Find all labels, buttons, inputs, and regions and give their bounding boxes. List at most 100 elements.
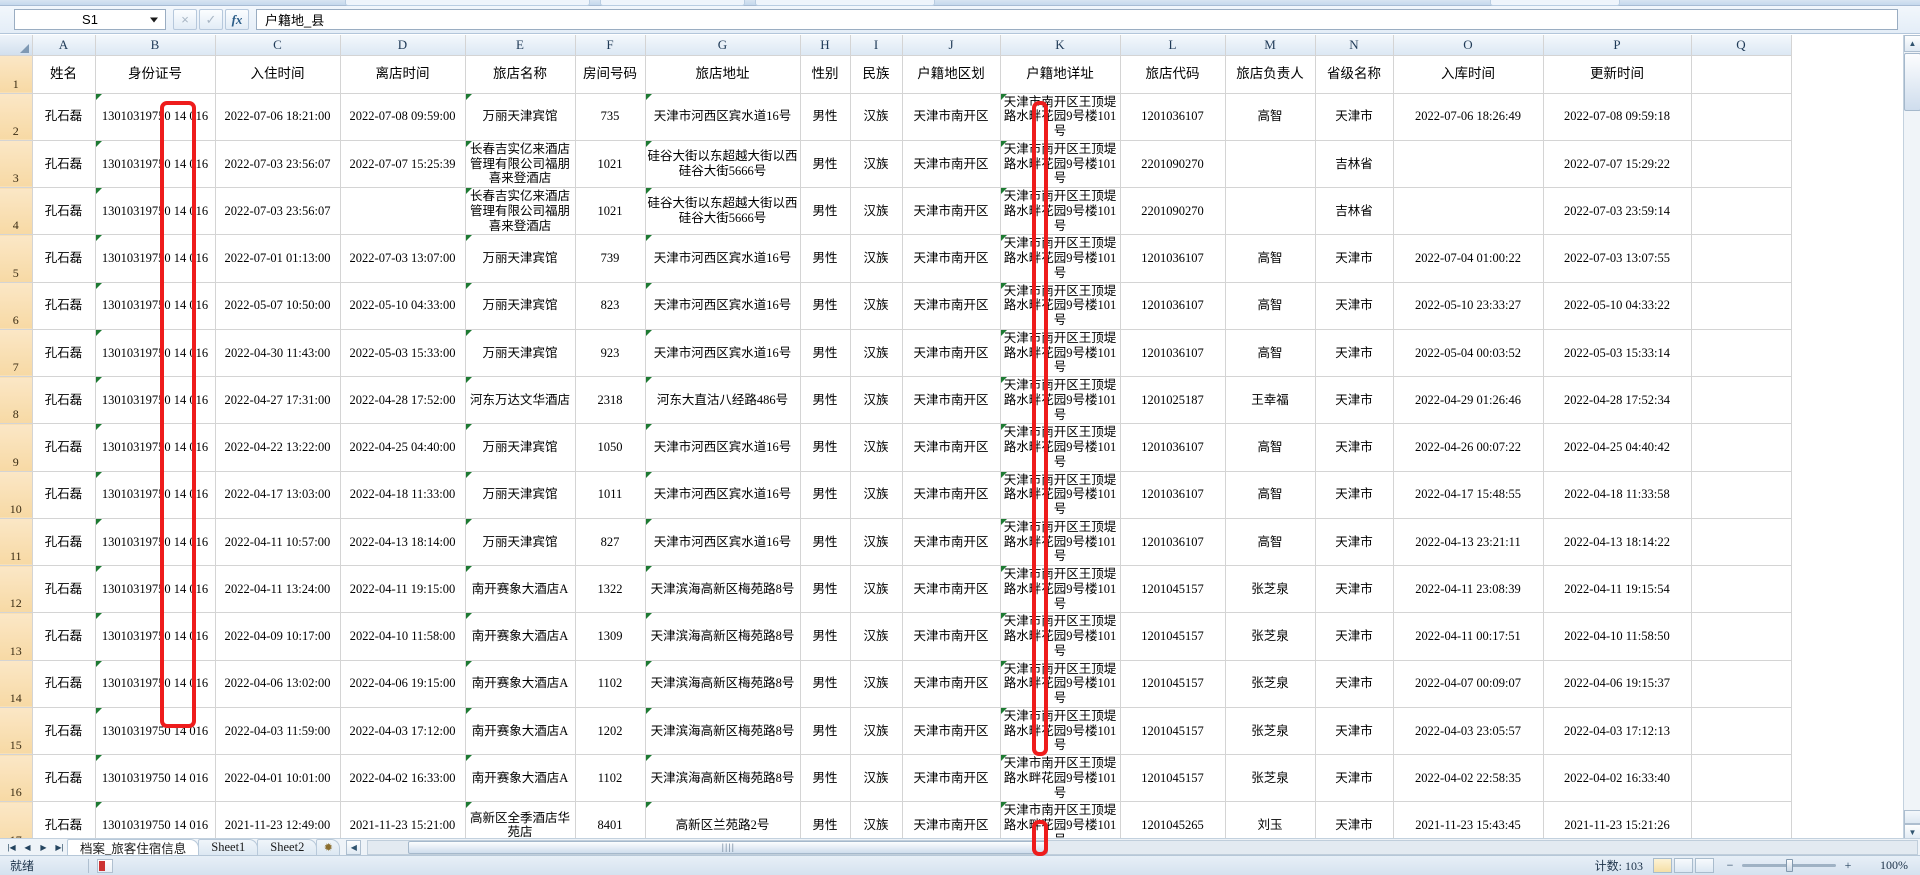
cell-K5[interactable]: 天津市南开区王顶堤路水畔花园9号楼101号 xyxy=(1000,234,1121,283)
split-handle[interactable] xyxy=(1904,810,1920,824)
next-sheet-button[interactable]: ▶ xyxy=(40,842,47,852)
header-cell-G[interactable]: 旅店地址 xyxy=(645,55,801,94)
table-row[interactable]: 7 孔石磊 13010319750 14 016 2022-04-30 11:43:0… xyxy=(0,329,1792,378)
cell-M15[interactable]: 张芝泉 xyxy=(1225,707,1316,756)
cell-I16[interactable]: 汉族 xyxy=(850,754,903,803)
cell-A4[interactable]: 孔石磊 xyxy=(32,187,96,236)
cell-Q11[interactable] xyxy=(1691,518,1792,567)
cell-J2[interactable]: 天津市南开区 xyxy=(902,93,1001,141)
cell-I8[interactable]: 汉族 xyxy=(850,376,903,425)
row-header-14[interactable]: 14 xyxy=(0,660,33,708)
cell-J16[interactable]: 天津市南开区 xyxy=(902,754,1001,803)
cell-K14[interactable]: 天津市南开区王顶堤路水畔花园9号楼101号 xyxy=(1000,660,1121,708)
cell-B2[interactable]: 13010319750 14 016 xyxy=(95,93,216,141)
cell-I4[interactable]: 汉族 xyxy=(850,187,903,236)
cell-N13[interactable]: 天津市 xyxy=(1315,612,1394,661)
cell-J12[interactable]: 天津市南开区 xyxy=(902,565,1001,614)
cell-D14[interactable]: 2022-04-06 19:15:00 xyxy=(340,660,466,708)
cell-L9[interactable]: 1201036107 xyxy=(1120,423,1226,472)
cell-C2[interactable]: 2022-07-06 18:21:00 xyxy=(215,93,341,141)
cell-J10[interactable]: 天津市南开区 xyxy=(902,471,1001,519)
name-box[interactable]: S1 xyxy=(14,9,166,30)
cell-K2[interactable]: 天津市南开区王顶堤路水畔花园9号楼101号 xyxy=(1000,93,1121,141)
cell-O6[interactable]: 2022-05-10 23:33:27 xyxy=(1393,282,1544,330)
cell-K8[interactable]: 天津市南开区王顶堤路水畔花园9号楼101号 xyxy=(1000,376,1121,425)
column-header-N[interactable]: N xyxy=(1315,35,1394,56)
cell-J8[interactable]: 天津市南开区 xyxy=(902,376,1001,425)
cell-I3[interactable]: 汉族 xyxy=(850,140,903,189)
cell-I11[interactable]: 汉族 xyxy=(850,518,903,567)
cell-A10[interactable]: 孔石磊 xyxy=(32,471,96,519)
cell-P5[interactable]: 2022-07-03 13:07:55 xyxy=(1543,234,1692,283)
cell-D6[interactable]: 2022-05-10 04:33:00 xyxy=(340,282,466,330)
cell-P14[interactable]: 2022-04-06 19:15:37 xyxy=(1543,660,1692,708)
cell-H9[interactable]: 男性 xyxy=(800,423,851,472)
cell-E7[interactable]: 万丽天津宾馆 xyxy=(465,329,576,378)
cell-G14[interactable]: 天津滨海高新区梅苑路8号 xyxy=(645,660,801,708)
row-header-13[interactable]: 13 xyxy=(0,612,33,661)
cell-A3[interactable]: 孔石磊 xyxy=(32,140,96,189)
cell-L15[interactable]: 1201045157 xyxy=(1120,707,1226,756)
column-header-M[interactable]: M xyxy=(1225,35,1316,56)
cell-J7[interactable]: 天津市南开区 xyxy=(902,329,1001,378)
cell-N16[interactable]: 天津市 xyxy=(1315,754,1394,803)
cell-C17[interactable]: 2021-11-23 12:49:00 xyxy=(215,801,341,841)
cell-Q2[interactable] xyxy=(1691,93,1792,141)
column-header-P[interactable]: P xyxy=(1543,35,1692,56)
cell-M12[interactable]: 张芝泉 xyxy=(1225,565,1316,614)
cell-K9[interactable]: 天津市南开区王顶堤路水畔花园9号楼101号 xyxy=(1000,423,1121,472)
column-header-B[interactable]: B xyxy=(95,35,216,56)
vertical-scroll-thumb[interactable] xyxy=(1904,53,1920,111)
cell-A15[interactable]: 孔石磊 xyxy=(32,707,96,756)
cell-H13[interactable]: 男性 xyxy=(800,612,851,661)
cell-C16[interactable]: 2022-04-01 10:01:00 xyxy=(215,754,341,803)
cell-E14[interactable]: 南开赛象大酒店A xyxy=(465,660,576,708)
cell-M10[interactable]: 高智 xyxy=(1225,471,1316,519)
cell-E8[interactable]: 河东万达文华酒店 xyxy=(465,376,576,425)
cell-Q7[interactable] xyxy=(1691,329,1792,378)
cell-G3[interactable]: 硅谷大街以东超越大街以西硅谷大街5666号 xyxy=(645,140,801,189)
cell-B17[interactable]: 13010319750 14 016 xyxy=(95,801,216,841)
column-header-F[interactable]: F xyxy=(575,35,646,56)
cell-A6[interactable]: 孔石磊 xyxy=(32,282,96,330)
vertical-scrollbar[interactable]: ▲ ▼ xyxy=(1903,35,1920,841)
cell-O7[interactable]: 2022-05-04 00:03:52 xyxy=(1393,329,1544,378)
cell-Q3[interactable] xyxy=(1691,140,1792,189)
cell-N8[interactable]: 天津市 xyxy=(1315,376,1394,425)
cell-K7[interactable]: 天津市南开区王顶堤路水畔花园9号楼101号 xyxy=(1000,329,1121,378)
row-header-8[interactable]: 8 xyxy=(0,376,33,425)
cell-B9[interactable]: 13010319750 14 016 xyxy=(95,423,216,472)
cell-A8[interactable]: 孔石磊 xyxy=(32,376,96,425)
cell-B11[interactable]: 13010319750 14 016 xyxy=(95,518,216,567)
cell-M17[interactable]: 刘玉 xyxy=(1225,801,1316,841)
cell-A12[interactable]: 孔石磊 xyxy=(32,565,96,614)
table-row[interactable]: 12 孔石磊 13010319750 14 016 2022-04-11 13:24:… xyxy=(0,565,1792,614)
cell-J15[interactable]: 天津市南开区 xyxy=(902,707,1001,756)
confirm-formula-button[interactable]: ✓ xyxy=(199,9,223,30)
table-row[interactable]: 4 孔石磊 13010319750 14 016 2022-07-03 23:56:0… xyxy=(0,187,1792,236)
cell-J11[interactable]: 天津市南开区 xyxy=(902,518,1001,567)
cell-H5[interactable]: 男性 xyxy=(800,234,851,283)
cell-F6[interactable]: 823 xyxy=(575,282,646,330)
cell-O10[interactable]: 2022-04-17 15:48:55 xyxy=(1393,471,1544,519)
cell-G2[interactable]: 天津市河西区宾水道16号 xyxy=(645,93,801,141)
table-row[interactable]: 2 孔石磊 13010319750 14 016 2022-07-06 18:21:0… xyxy=(0,93,1792,141)
cell-O15[interactable]: 2022-04-03 23:05:57 xyxy=(1393,707,1544,756)
cell-J6[interactable]: 天津市南开区 xyxy=(902,282,1001,330)
cell-P12[interactable]: 2022-04-11 19:15:54 xyxy=(1543,565,1692,614)
cell-G12[interactable]: 天津滨海高新区梅苑路8号 xyxy=(645,565,801,614)
cell-D5[interactable]: 2022-07-03 13:07:00 xyxy=(340,234,466,283)
cell-Q5[interactable] xyxy=(1691,234,1792,283)
cell-P6[interactable]: 2022-05-10 04:33:22 xyxy=(1543,282,1692,330)
cell-D3[interactable]: 2022-07-07 15:25:39 xyxy=(340,140,466,189)
cell-N7[interactable]: 天津市 xyxy=(1315,329,1394,378)
cell-N12[interactable]: 天津市 xyxy=(1315,565,1394,614)
cell-E5[interactable]: 万丽天津宾馆 xyxy=(465,234,576,283)
cell-M4[interactable] xyxy=(1225,187,1316,236)
cell-P2[interactable]: 2022-07-08 09:59:18 xyxy=(1543,93,1692,141)
cell-K6[interactable]: 天津市南开区王顶堤路水畔花园9号楼101号 xyxy=(1000,282,1121,330)
cell-L6[interactable]: 1201036107 xyxy=(1120,282,1226,330)
cell-M3[interactable] xyxy=(1225,140,1316,189)
header-cell-K[interactable]: 户籍地详址 xyxy=(1000,55,1121,94)
cell-P10[interactable]: 2022-04-18 11:33:58 xyxy=(1543,471,1692,519)
